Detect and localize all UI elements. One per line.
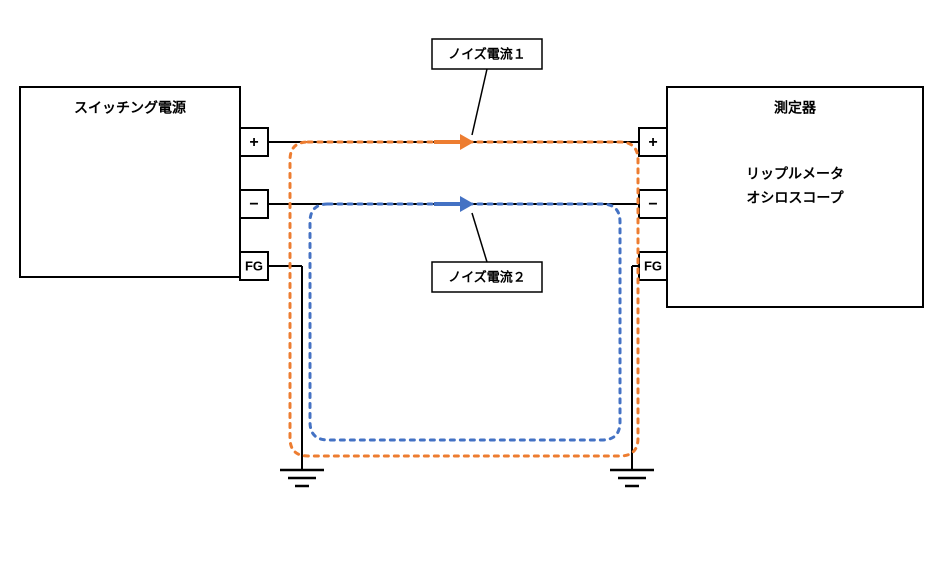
noise-loop-2 [310,204,620,440]
psu-terminal-plus-label: + [249,134,258,151]
psu-title: スイッチング電源 [74,100,186,116]
instrument-line2: オシロスコープ [746,190,844,206]
noise1-arrow-icon [434,134,474,150]
inst-terminal-minus-label: − [648,196,657,213]
noise2-arrow-icon [434,196,474,212]
noise-loop-1 [290,142,638,456]
instrument-line1: リップルメータ [746,166,844,182]
inst-terminal-fg-label: FG [644,258,662,273]
callout-noise2-label: ノイズ電流２ [448,269,526,284]
psu-terminal-fg-label: FG [245,258,263,273]
instrument-title: 測定器 [774,100,817,116]
inst-ground-symbol [610,470,654,486]
callout-noise2-leader [472,213,487,262]
psu-terminal-minus-label: − [249,196,258,213]
psu-ground-symbol [280,470,324,486]
callout-noise1-label: ノイズ電流１ [448,46,526,61]
callout-noise1-leader [472,69,487,135]
inst-terminal-plus-label: + [648,134,657,151]
